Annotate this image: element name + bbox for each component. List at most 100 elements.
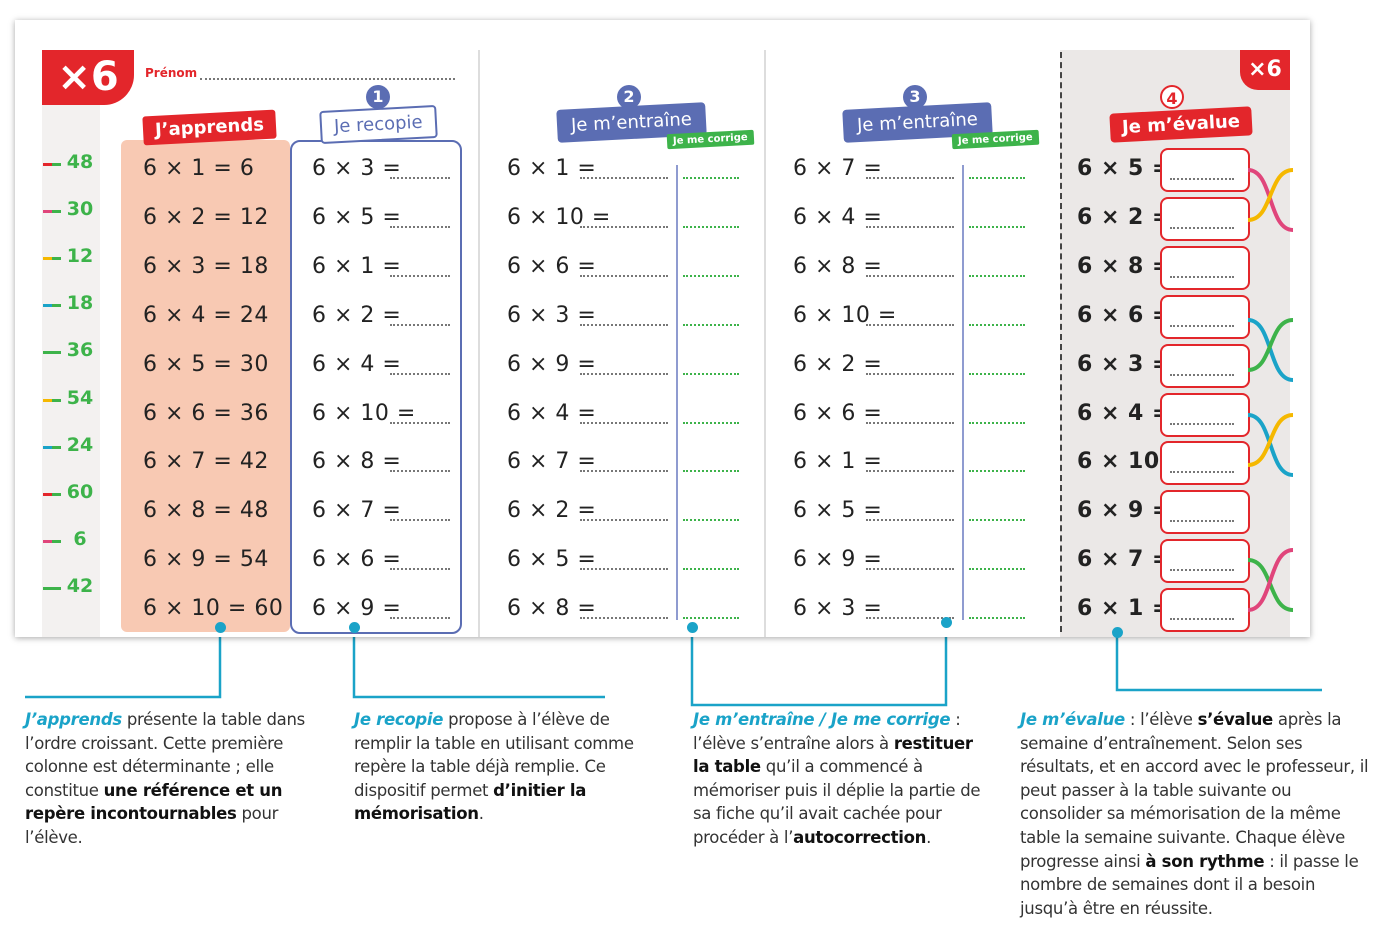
answer-box xyxy=(1160,392,1250,437)
equation: 6 × 7 = xyxy=(793,156,883,181)
correction-line xyxy=(969,274,1025,277)
side-tick xyxy=(43,398,61,402)
correction-line xyxy=(969,568,1025,571)
correct-divider xyxy=(962,165,964,620)
correction-line xyxy=(969,617,1025,620)
equation: 6 × 5 = xyxy=(793,498,883,524)
equation: 6 × 10 = xyxy=(793,302,897,328)
equation: 6 × 5 = 30 xyxy=(143,351,269,377)
equation: 6 × 6 = xyxy=(1077,302,1171,328)
equation: 6 × 1 = xyxy=(1077,596,1171,622)
caption-lead: Je m’évalue xyxy=(1020,710,1125,729)
answer-line xyxy=(580,470,668,473)
ribbons xyxy=(1248,168,1293,612)
answer-box xyxy=(1160,490,1250,535)
step-number: 1 xyxy=(366,85,390,109)
correction-line xyxy=(683,470,739,473)
answer-line xyxy=(1170,471,1234,474)
equation: 6 × 4 = xyxy=(793,204,883,230)
caption-text: . xyxy=(478,804,484,824)
equation: 6 × 8 = xyxy=(507,596,597,622)
answer-line xyxy=(390,323,450,326)
correction-line xyxy=(683,323,739,326)
side-tick xyxy=(43,351,61,355)
side-number: 54 xyxy=(66,386,94,409)
caption: Je recopie propose à l’élève de remplir … xyxy=(354,708,654,826)
correction-line xyxy=(969,421,1025,424)
equation: 6 × 7 = xyxy=(507,449,597,475)
caption-emphasis: à son rythme xyxy=(1145,851,1265,871)
side-number: 42 xyxy=(66,574,94,597)
answer-line xyxy=(390,519,450,522)
equation: 6 × 6 = xyxy=(793,400,883,426)
prenom-label: Prénom xyxy=(145,66,198,80)
caption: Je m’évalue : l’élève s’évalue après la … xyxy=(1020,708,1370,920)
correction-line xyxy=(969,225,1025,228)
answer-box xyxy=(1160,539,1250,584)
side-number: 60 xyxy=(66,480,94,503)
answer-line xyxy=(390,470,450,473)
caption-text: après la semaine d’entraînement. Selon s… xyxy=(1020,710,1369,871)
side-strip xyxy=(42,100,100,637)
answer-line xyxy=(390,225,450,228)
equation: 6 × 1 = xyxy=(793,449,883,475)
caption-emphasis: une référence et un repère incontournabl… xyxy=(25,780,283,824)
panel-divider xyxy=(764,50,766,637)
answer-line xyxy=(866,323,954,326)
equation: 6 × 2 = xyxy=(793,351,883,377)
equation: 6 × 4 = xyxy=(1077,400,1171,426)
equation: 6 × 1 = xyxy=(507,156,597,181)
equation: 6 × 9 = xyxy=(1077,498,1171,524)
equation: 6 × 5 = xyxy=(1077,156,1171,181)
answer-line xyxy=(1170,324,1234,327)
answer-line xyxy=(866,519,954,522)
side-number: 24 xyxy=(66,433,94,456)
side-number: 12 xyxy=(66,245,94,268)
correction-line xyxy=(969,519,1025,522)
answer-line xyxy=(580,177,668,179)
correction-line xyxy=(683,274,739,277)
connector-dot xyxy=(215,622,226,633)
caption-lead: Je recopie xyxy=(354,710,444,729)
correction-line xyxy=(969,372,1025,375)
equation: 6 × 2 = xyxy=(312,302,402,328)
answer-box xyxy=(1160,588,1250,633)
equation: 6 × 7 = xyxy=(1077,547,1171,573)
equation: 6 × 4 = xyxy=(507,400,597,426)
side-tick xyxy=(43,304,61,308)
correction-line xyxy=(683,177,739,179)
step-number: 4 xyxy=(1160,85,1184,109)
answer-line xyxy=(1170,618,1234,621)
step-number: 2 xyxy=(617,85,641,109)
answer-line xyxy=(866,470,954,473)
equation: 6 × 3 = xyxy=(312,156,402,181)
answer-line xyxy=(1170,226,1234,229)
equation: 6 × 8 = xyxy=(1077,253,1171,279)
answer-line xyxy=(390,617,450,620)
badge: ×6 xyxy=(42,50,134,105)
equation: 6 × 2 = 12 xyxy=(143,204,269,230)
caption-emphasis: restituer la table xyxy=(693,733,973,777)
side-tick xyxy=(43,445,61,449)
side-number: 36 xyxy=(66,339,94,362)
connector-dot xyxy=(941,617,952,628)
equation: 6 × 1 = 6 xyxy=(143,156,255,181)
equation: 6 × 4 = xyxy=(312,351,402,377)
equation: 6 × 1 = xyxy=(312,253,402,279)
equation: 6 × 9 = xyxy=(793,547,883,573)
caption: J’apprends présente la table dans l’ordr… xyxy=(25,708,317,850)
cut-line xyxy=(1060,52,1062,632)
apprends-bg xyxy=(121,140,290,632)
answer-line xyxy=(1170,520,1234,523)
answer-line xyxy=(866,421,954,424)
caption-text: qu’il a commencé à mémoriser puis il dép… xyxy=(693,757,981,847)
caption-text: pour l’élève. xyxy=(25,804,279,847)
answer-line xyxy=(580,617,668,620)
answer-line xyxy=(866,372,954,375)
equation: 6 × 8 = xyxy=(793,253,883,279)
answer-line xyxy=(580,225,668,228)
answer-line xyxy=(1170,275,1234,278)
answer-box xyxy=(1160,441,1250,486)
side-tick xyxy=(43,586,61,590)
equation: 6 × 6 = xyxy=(507,253,597,279)
